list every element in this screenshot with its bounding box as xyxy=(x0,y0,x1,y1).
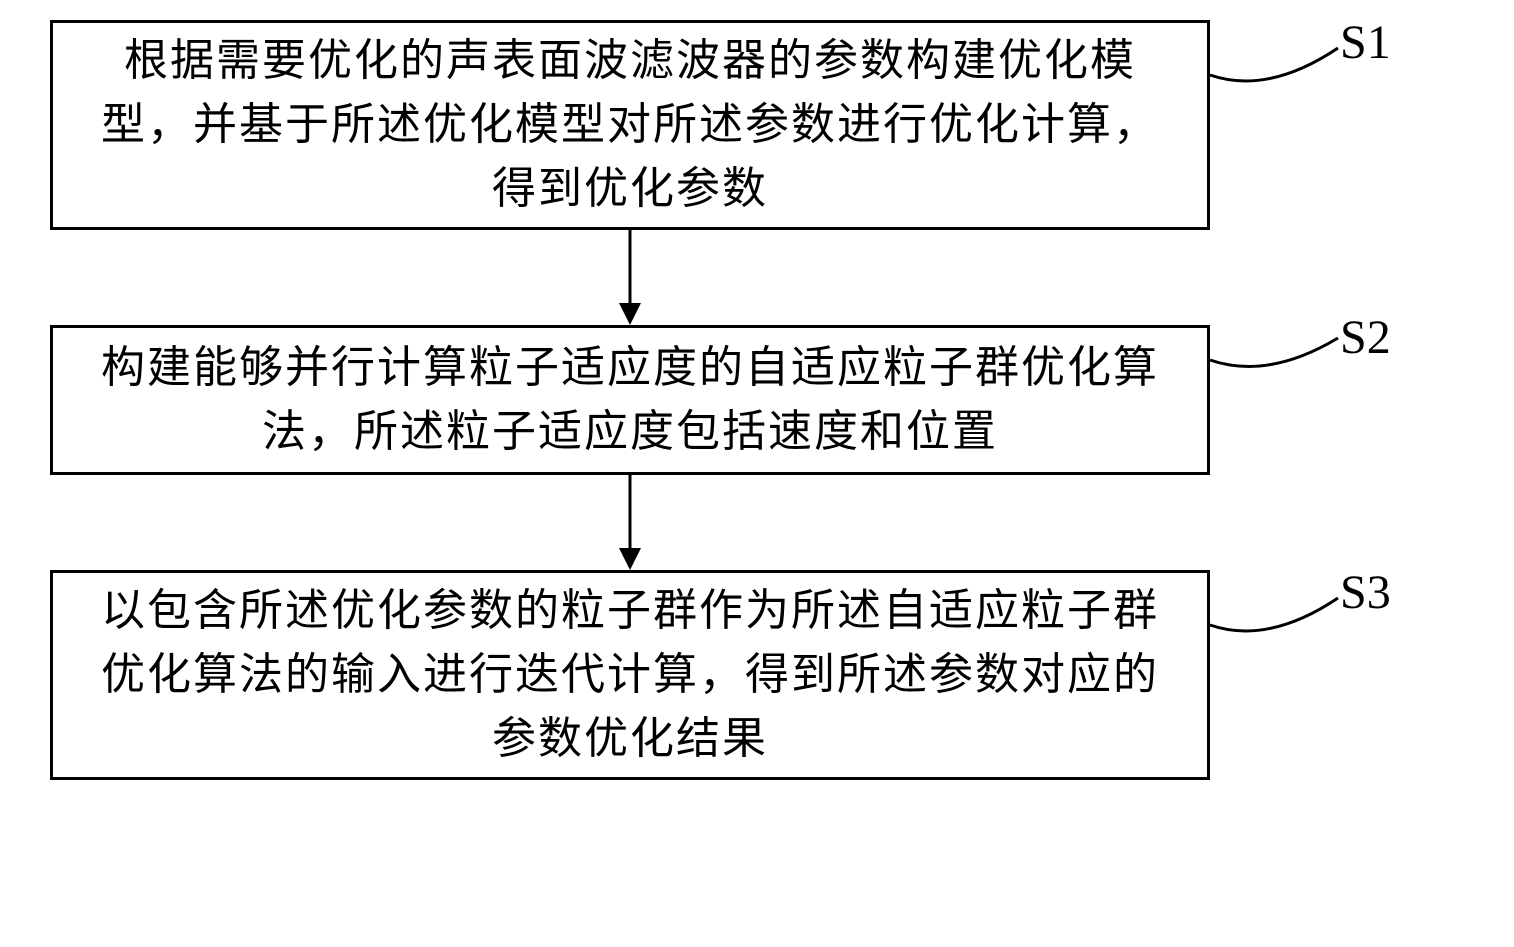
step-box-s1: 根据需要优化的声表面波滤波器的参数构建优化模型，并基于所述优化模型对所述参数进行… xyxy=(50,20,1210,230)
step-row-s2: 构建能够并行计算粒子适应度的自适应粒子群优化算法，所述粒子适应度包括速度和位置 … xyxy=(50,325,1464,475)
arrow-s1-s2 xyxy=(50,230,1210,325)
flowchart-container: 根据需要优化的声表面波滤波器的参数构建优化模型，并基于所述优化模型对所述参数进行… xyxy=(50,20,1464,780)
step-box-s2: 构建能够并行计算粒子适应度的自适应粒子群优化算法，所述粒子适应度包括速度和位置 xyxy=(50,325,1210,475)
connector-s3 xyxy=(1208,590,1358,650)
step-label-s2: S2 xyxy=(1340,310,1391,365)
step-text-s1: 根据需要优化的声表面波滤波器的参数构建优化模型，并基于所述优化模型对所述参数进行… xyxy=(83,29,1177,220)
step-text-s3: 以包含所述优化参数的粒子群作为所述自适应粒子群优化算法的输入进行迭代计算，得到所… xyxy=(83,579,1177,770)
connector-s1 xyxy=(1208,40,1358,100)
step-label-s3: S3 xyxy=(1340,565,1391,620)
arrow-s2-s3 xyxy=(50,475,1210,570)
step-label-s1: S1 xyxy=(1340,15,1391,70)
step-box-s3: 以包含所述优化参数的粒子群作为所述自适应粒子群优化算法的输入进行迭代计算，得到所… xyxy=(50,570,1210,780)
connector-s2 xyxy=(1208,330,1358,390)
step-row-s1: 根据需要优化的声表面波滤波器的参数构建优化模型，并基于所述优化模型对所述参数进行… xyxy=(50,20,1464,230)
arrow-icon xyxy=(610,230,650,325)
step-row-s3: 以包含所述优化参数的粒子群作为所述自适应粒子群优化算法的输入进行迭代计算，得到所… xyxy=(50,570,1464,780)
arrow-icon xyxy=(610,475,650,570)
step-text-s2: 构建能够并行计算粒子适应度的自适应粒子群优化算法，所述粒子适应度包括速度和位置 xyxy=(83,336,1177,464)
